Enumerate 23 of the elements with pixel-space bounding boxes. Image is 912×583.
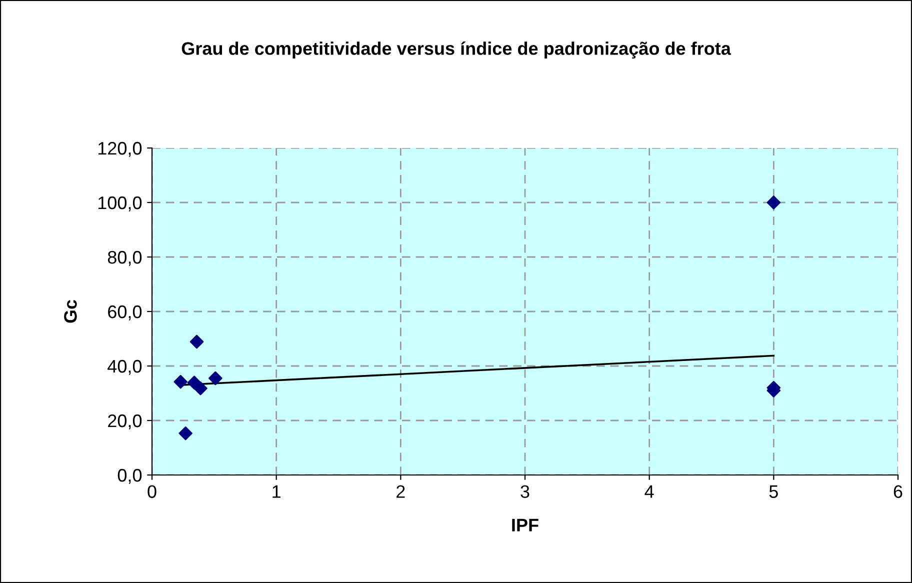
x-tick-label: 2 [396, 485, 405, 498]
y-tick-label: 80,0 [108, 250, 142, 266]
point [174, 374, 188, 389]
x-tick-label: 3 [520, 485, 530, 498]
y-tick-label: 0,0 [118, 468, 142, 484]
x-tick-label: 6 [894, 485, 902, 498]
point [194, 381, 208, 396]
y-tick-label: 20,0 [108, 414, 142, 430]
x-axis-title: IPF [512, 518, 538, 532]
x-tick-label: 4 [644, 485, 654, 498]
x-tick-label: 5 [769, 485, 778, 498]
point [208, 371, 222, 386]
chart-title: Grau de competitividade versus índice de padronização de frota [182, 42, 732, 58]
y-tick-label: 60,0 [108, 305, 142, 320]
x-tick-label: 0 [148, 485, 156, 498]
y-tick-label: 40,0 [108, 360, 142, 375]
point [766, 196, 781, 210]
x-tick-label: 1 [272, 485, 280, 498]
point [190, 334, 204, 349]
y-tick-label: 120,0 [98, 142, 142, 157]
y-axis-title: Gc [64, 300, 77, 323]
y-tick-label: 100,0 [98, 196, 142, 212]
point [178, 426, 192, 440]
